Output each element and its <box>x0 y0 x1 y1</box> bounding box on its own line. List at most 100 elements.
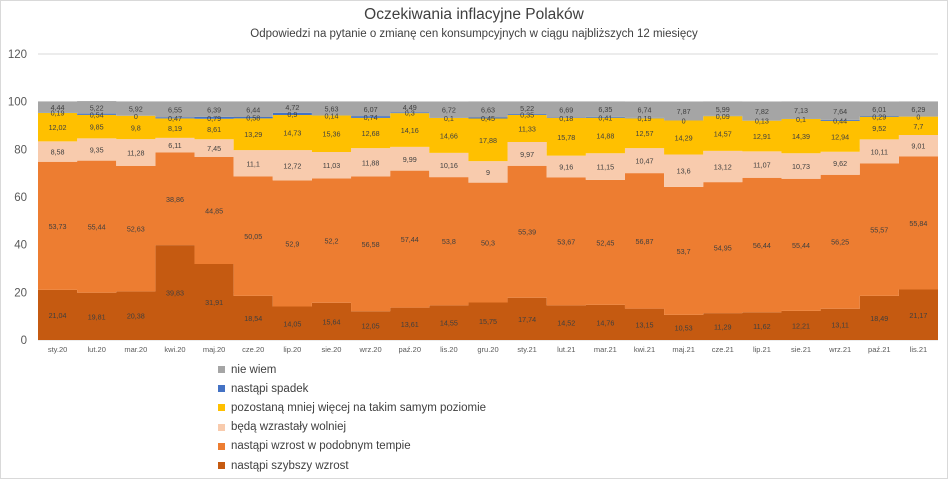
data-label: 7,82 <box>755 107 769 116</box>
data-label: 50,3 <box>481 239 495 248</box>
data-label: 55,44 <box>792 241 810 250</box>
legend-item-szybciej: nastąpi szybszy wzrost <box>218 456 486 475</box>
area-series-4 <box>38 112 938 121</box>
data-label: 12,05 <box>362 322 380 331</box>
data-label: 52,9 <box>285 239 299 248</box>
data-label: 5,22 <box>520 104 534 113</box>
data-label: 10,16 <box>440 161 458 170</box>
data-label: 9,35 <box>90 146 104 155</box>
data-label: 0 <box>682 116 686 125</box>
data-label: 5,22 <box>90 103 104 112</box>
data-label: 9,01 <box>911 142 925 151</box>
y-tick-label: 80 <box>14 144 27 156</box>
legend-swatch <box>218 404 225 412</box>
data-label: 0,35 <box>520 111 534 120</box>
data-label: 5,92 <box>129 105 143 114</box>
data-label: 12,94 <box>831 132 849 141</box>
x-tick-label: paź.21 <box>868 345 891 354</box>
data-label: 10,73 <box>792 162 810 171</box>
x-tick-label: mar.20 <box>124 345 147 354</box>
data-label: 5,99 <box>716 105 730 114</box>
data-label: 10,53 <box>675 323 693 332</box>
data-label: 18,49 <box>870 314 888 323</box>
legend-label: pozostaną mniej więcej na takim samym po… <box>231 401 487 414</box>
data-label: 19,81 <box>88 312 106 321</box>
data-label: 11,03 <box>323 161 340 170</box>
data-label: 6,39 <box>207 105 221 114</box>
x-tick-label: cze.21 <box>712 345 734 354</box>
data-label: 8,61 <box>207 125 221 134</box>
data-label: 0,45 <box>481 114 495 123</box>
data-label: 0,47 <box>168 114 182 123</box>
x-tick-label: sie.21 <box>791 345 811 354</box>
data-label: 8,58 <box>51 148 65 157</box>
data-label: 13,61 <box>401 320 419 329</box>
data-label: 6,44 <box>246 105 260 114</box>
data-label: 31,91 <box>205 298 223 307</box>
chart-title: Oczekiwania inflacyjne Polaków <box>364 6 584 23</box>
data-label: 12,91 <box>753 132 771 141</box>
x-tick-label: lut.21 <box>557 345 575 354</box>
data-label: 10,11 <box>871 147 888 156</box>
y-tick-label: 100 <box>8 97 27 109</box>
data-label: 0,54 <box>90 110 104 119</box>
data-label: 14,57 <box>714 129 732 138</box>
data-label: 56,58 <box>362 240 380 249</box>
data-label: 0 <box>916 113 920 122</box>
area-series-1 <box>38 152 938 315</box>
data-label: 13,29 <box>244 130 262 139</box>
data-label: 54,95 <box>714 244 732 253</box>
data-label: 50,05 <box>244 232 262 241</box>
data-label: 6,29 <box>911 105 925 114</box>
data-label: 0,1 <box>444 114 454 123</box>
data-label: 12,21 <box>792 321 810 330</box>
data-label: 39,83 <box>166 289 184 298</box>
data-label: 53,7 <box>677 247 691 256</box>
x-tick-label: sty.20 <box>48 345 67 354</box>
data-label: 6,35 <box>598 105 612 114</box>
data-label: 55,84 <box>909 219 927 228</box>
data-label: 14,39 <box>792 132 810 141</box>
legend-label: nie wiem <box>231 363 277 376</box>
data-label: 7,45 <box>207 144 221 153</box>
legend-swatch <box>218 462 225 470</box>
legend-item-spadek: nastąpi spadek <box>218 379 486 398</box>
x-tick-label: sie.20 <box>321 345 341 354</box>
data-label: 0,74 <box>364 113 378 122</box>
data-label: 0,09 <box>716 112 730 121</box>
data-label: 15,36 <box>322 130 340 139</box>
data-label: 7,13 <box>794 106 808 115</box>
area-series-2 <box>38 134 938 187</box>
legend-item-nie-wiem: nie wiem <box>218 360 486 379</box>
legend-label: będą wzrastały wolniej <box>231 421 347 434</box>
data-label: 11,15 <box>597 163 614 172</box>
x-tick-label: cze.20 <box>242 345 264 354</box>
y-tick-label: 40 <box>14 240 27 252</box>
x-tick-label: kwi.21 <box>634 345 655 354</box>
data-label: 17,88 <box>479 136 497 145</box>
data-label: 9,52 <box>872 124 886 133</box>
data-label: 55,57 <box>870 226 888 235</box>
data-label: 11,62 <box>753 322 770 331</box>
data-label: 12,68 <box>362 129 380 138</box>
data-label: 14,16 <box>401 126 419 135</box>
data-label: 6,11 <box>168 141 181 150</box>
data-label: 7,7 <box>913 122 923 131</box>
legend-label: nastąpi spadek <box>231 382 309 395</box>
data-label: 38,86 <box>166 195 184 204</box>
x-tick-label: paź.20 <box>398 345 421 354</box>
data-label: 0,1 <box>796 115 806 124</box>
area-series-5 <box>38 101 938 121</box>
y-tick-label: 60 <box>14 192 27 204</box>
data-label: 56,25 <box>831 238 849 247</box>
data-label: 14,88 <box>596 132 614 141</box>
data-label: 7,64 <box>833 107 847 116</box>
area-series-3 <box>38 112 938 162</box>
data-label: 15,75 <box>479 317 497 326</box>
chart-legend: nie wiem nastąpi spadek pozostaną mniej … <box>218 360 486 475</box>
x-tick-label: maj.20 <box>203 345 226 354</box>
data-label: 0,29 <box>872 112 886 121</box>
x-tick-label: lis.21 <box>910 345 928 354</box>
data-label: 11,07 <box>753 161 770 170</box>
